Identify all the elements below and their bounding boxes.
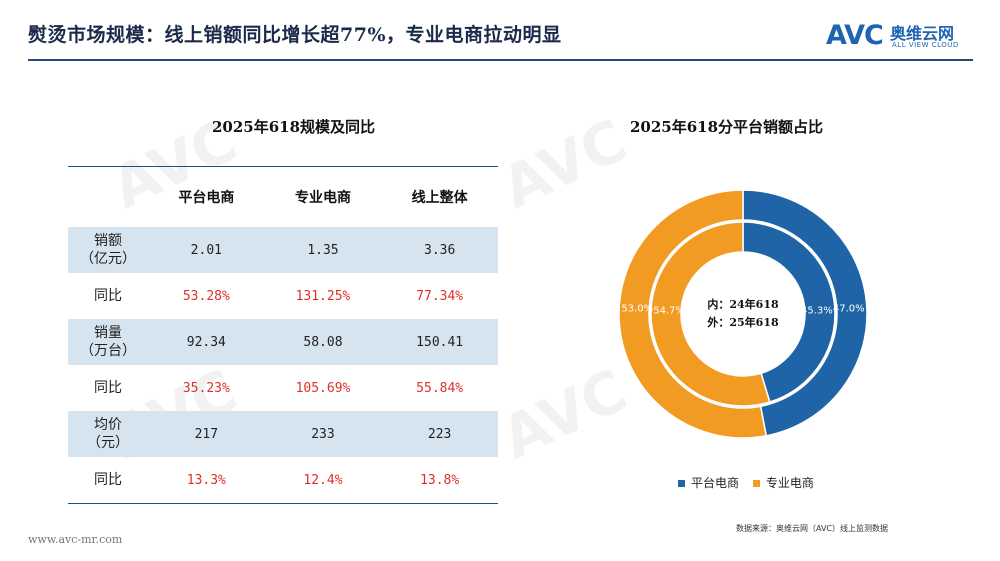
donut-slice-outer-1 (618, 189, 768, 439)
donut-slice-outer-0 (742, 189, 868, 437)
logo-mark: AVC (826, 20, 884, 51)
table-row: 销量 （万台） 92.34 58.08 150.41 (68, 319, 498, 365)
table-cell: 105.69% (295, 380, 351, 396)
column-header: 线上整体 (381, 166, 498, 227)
table-cell: 131.25% (295, 288, 351, 304)
row-label-line2: （亿元） (80, 251, 136, 267)
table-cell: 217 (148, 411, 265, 457)
donut-center-label: 外：25年618 (706, 315, 779, 329)
chart-legend: 平台电商 专业电商 (678, 474, 824, 491)
logo-cn-text: 奥维云网 (890, 24, 955, 43)
row-label-line1: 销额 (94, 233, 122, 249)
table-cell: 13.8% (381, 457, 498, 504)
footer-source: 数据来源：奥维云网（AVC）线上监测数据 (736, 524, 889, 533)
table-cell: 55.84% (416, 380, 464, 396)
brand-logo: AVC 奥维云网 ALL VIEW CLOUD (826, 18, 976, 54)
chart-title: 2025年618分平台销额占比 (630, 118, 824, 136)
table-title: 2025年618规模及同比 (212, 118, 376, 136)
legend-swatch (752, 480, 760, 487)
table-cell: 12.4% (264, 457, 382, 504)
row-label-line1: 同比 (94, 288, 122, 304)
legend-item: 平台电商 (678, 474, 739, 491)
row-label-line1: 销量 (94, 325, 122, 341)
slice-label: 47.0% (833, 303, 865, 314)
row-label-line2: （万台） (80, 343, 136, 359)
row-label: 均价 （元） (68, 411, 148, 457)
header-divider (28, 59, 973, 61)
table-cell: 1.35 (264, 227, 382, 273)
row-label-line1: 同比 (94, 380, 122, 396)
row-label: 销量 （万台） (68, 319, 148, 365)
table-cell: 2.01 (148, 227, 265, 273)
table-cell: 13.3% (148, 457, 265, 504)
page-title: 熨烫市场规模：线上销额同比增长超77%，专业电商拉动明显 (28, 24, 562, 46)
table-cell: 92.34 (148, 319, 265, 365)
legend-label: 平台电商 (691, 476, 740, 490)
row-label-line1: 均价 (94, 417, 122, 433)
column-header (68, 166, 148, 227)
donut-slice-inner-1 (650, 221, 771, 407)
donut-slice-inner-0 (742, 221, 836, 403)
table-header-row: 平台电商 专业电商 线上整体 (68, 166, 498, 227)
table-cell: 233 (264, 411, 382, 457)
row-label-line1: 同比 (94, 472, 122, 488)
table-row: 同比 13.3% 12.4% 13.8% (68, 457, 498, 504)
metrics-table: 平台电商 专业电商 线上整体 销额 （亿元） 2.01 1.35 3.36 同比 53.28… (68, 166, 498, 504)
legend-label: 专业电商 (765, 476, 814, 490)
table-cell: 150.41 (381, 319, 498, 365)
legend-item: 专业电商 (752, 474, 814, 491)
donut-chart: 45.3% 54.7% 47.0% 53.0% 内：24年618 外：25年618 (600, 180, 890, 460)
table-row: 同比 53.28% 131.25% 77.34% (68, 273, 498, 319)
row-label: 同比 (68, 365, 148, 411)
row-label: 同比 (68, 273, 148, 319)
table-cell: 223 (381, 411, 498, 457)
footer-url: www.avc-mr.com (28, 533, 123, 546)
logo-en-text: ALL VIEW CLOUD (892, 41, 959, 49)
column-header: 专业电商 (264, 166, 382, 227)
legend-swatch (678, 480, 685, 487)
donut-chart-svg: 45.3% 54.7% 47.0% 53.0% 内：24年618 外：25年618 (618, 189, 868, 439)
slice-label: 53.0% (621, 303, 653, 314)
table-cell: 3.36 (381, 227, 498, 273)
table-row: 销额 （亿元） 2.01 1.35 3.36 (68, 227, 498, 273)
table-cell: 35.23% (182, 380, 230, 396)
donut-center-label: 内：24年618 (707, 297, 779, 311)
slice-label: 45.3% (801, 305, 833, 316)
table-cell: 77.34% (416, 288, 464, 304)
column-header: 平台电商 (148, 166, 265, 227)
table-row: 均价 （元） 217 233 223 (68, 411, 498, 457)
row-label-line2: （元） (87, 435, 129, 451)
row-label: 同比 (68, 457, 148, 504)
row-label: 销额 （亿元） (68, 227, 148, 273)
table-cell: 53.28% (182, 288, 230, 304)
slice-label: 54.7% (653, 305, 685, 316)
table-row: 同比 35.23% 105.69% 55.84% (68, 365, 498, 411)
table-cell: 58.08 (264, 319, 382, 365)
